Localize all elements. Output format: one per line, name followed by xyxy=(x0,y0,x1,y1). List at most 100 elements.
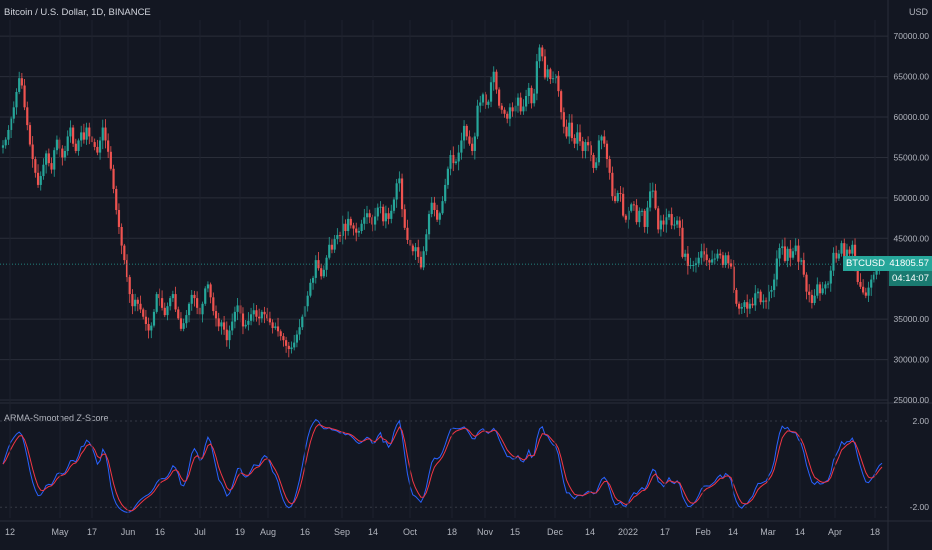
candle-body xyxy=(516,97,520,106)
candle-body xyxy=(53,150,56,170)
candle-body xyxy=(554,75,557,79)
candle-body xyxy=(813,295,816,303)
candle-body xyxy=(363,217,366,224)
candle-body xyxy=(848,249,851,254)
candle-body xyxy=(646,207,649,227)
candle-body xyxy=(481,94,485,103)
candle-body xyxy=(603,136,606,144)
time-axis-label: Apr xyxy=(828,527,842,537)
candle-body xyxy=(651,190,654,192)
candle-body xyxy=(767,291,770,302)
candle-body xyxy=(535,61,538,94)
candle-body xyxy=(530,87,533,104)
candle-body xyxy=(263,311,266,315)
candle-body xyxy=(107,140,110,152)
candle-body xyxy=(344,223,347,232)
candle-body xyxy=(36,172,40,185)
candle-body xyxy=(476,105,479,137)
candle-body xyxy=(686,253,689,266)
candle-body xyxy=(55,139,59,151)
candle-body xyxy=(98,140,102,153)
candle-body xyxy=(791,251,795,258)
candle-body xyxy=(285,340,288,346)
candle-body xyxy=(322,269,325,277)
candle-body xyxy=(678,220,681,228)
candle-body xyxy=(592,155,595,168)
candle-body xyxy=(716,253,719,259)
candle-body xyxy=(390,210,393,219)
candle-body xyxy=(406,227,409,240)
candle-body xyxy=(500,105,503,110)
candle-body xyxy=(705,254,708,261)
candle-body xyxy=(810,294,813,303)
candle-body xyxy=(584,142,587,151)
candle-body xyxy=(454,161,458,164)
time-axis-label: 17 xyxy=(87,527,97,537)
candle-body xyxy=(131,294,134,307)
candle-body xyxy=(155,294,158,312)
candle-body xyxy=(309,282,312,296)
candle-body xyxy=(136,299,139,304)
candle-body xyxy=(460,140,463,153)
candle-body xyxy=(276,326,280,332)
time-axis-label: 17 xyxy=(660,527,670,537)
candle-body xyxy=(63,150,67,158)
candle-body xyxy=(452,155,455,164)
symbol-title[interactable]: Bitcoin / U.S. Dollar, 1D, BINANCE xyxy=(4,7,151,18)
candle-body xyxy=(311,277,315,283)
candle-body xyxy=(659,220,663,230)
candle-body xyxy=(789,248,792,258)
candle-body xyxy=(368,213,371,218)
candle-body xyxy=(778,248,781,259)
candle-body xyxy=(506,113,509,119)
candle-body xyxy=(859,281,862,287)
candle-body xyxy=(80,132,83,141)
candle-body xyxy=(746,302,749,309)
time-axis-label: 19 xyxy=(235,527,245,537)
candle-body xyxy=(101,127,104,141)
candle-body xyxy=(349,218,352,226)
candle-body xyxy=(115,188,118,210)
candle-body xyxy=(832,252,835,271)
candle-body xyxy=(498,89,501,106)
indicator-title[interactable]: ARMA-Smoothed Z-Score xyxy=(4,413,109,423)
candle-body xyxy=(622,193,625,216)
candle-body xyxy=(4,139,7,146)
candle-body xyxy=(824,284,827,289)
candle-body xyxy=(403,209,406,228)
candle-body xyxy=(117,210,121,227)
candle-body xyxy=(840,243,843,254)
candle-body xyxy=(82,132,85,140)
candle-body xyxy=(489,82,493,102)
candle-body xyxy=(411,245,414,252)
candle-body xyxy=(773,279,776,291)
candle-body xyxy=(9,118,13,130)
ticker-badge: BTCUSD xyxy=(842,256,888,272)
candle-body xyxy=(352,225,355,229)
candle-body xyxy=(293,342,296,348)
candle-body xyxy=(228,330,231,341)
candle-body xyxy=(800,260,803,262)
candle-body xyxy=(66,136,69,151)
zscore-smoothed-line xyxy=(2,424,883,512)
candle-body xyxy=(268,318,272,323)
candle-body xyxy=(7,129,10,140)
time-axis-label: Oct xyxy=(403,527,418,537)
candle-body xyxy=(233,311,236,322)
candle-body xyxy=(667,214,671,218)
currency-label: USD xyxy=(908,7,928,17)
candle-body xyxy=(241,313,245,327)
price-axis-label: 30000.00 xyxy=(894,355,930,365)
candle-body xyxy=(425,234,428,252)
candle-body xyxy=(45,153,48,165)
candle-body xyxy=(781,246,784,248)
price-axis-label: 50000.00 xyxy=(894,193,930,203)
candle-body xyxy=(231,321,234,331)
candle-body xyxy=(853,244,857,264)
candle-body xyxy=(835,252,838,259)
time-axis-label: 15 xyxy=(510,527,520,537)
time-axis-label: Feb xyxy=(695,527,711,537)
candle-body xyxy=(125,260,129,278)
price-axis-label: 35000.00 xyxy=(894,314,930,324)
